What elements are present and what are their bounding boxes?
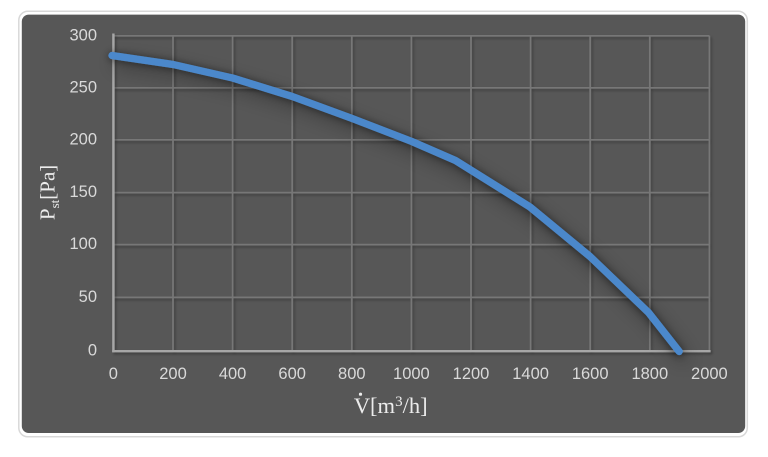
svg-text:600: 600 — [278, 365, 306, 383]
svg-text:200: 200 — [159, 365, 187, 383]
svg-text:250: 250 — [69, 78, 97, 96]
svg-text:Pst[Pa]: Pst[Pa] — [36, 165, 63, 220]
svg-text:V[m3/h]: V[m3/h] — [354, 393, 428, 418]
svg-text:1000: 1000 — [393, 365, 430, 383]
svg-text:800: 800 — [338, 365, 366, 383]
svg-text:1200: 1200 — [453, 365, 490, 383]
svg-text:100: 100 — [69, 235, 97, 253]
svg-text:200: 200 — [69, 130, 97, 148]
svg-text:400: 400 — [219, 365, 247, 383]
svg-text:1400: 1400 — [512, 365, 549, 383]
svg-text:0: 0 — [109, 365, 118, 383]
svg-text:1600: 1600 — [572, 365, 609, 383]
svg-text:0: 0 — [88, 342, 97, 360]
svg-text:1800: 1800 — [631, 365, 668, 383]
svg-text:150: 150 — [69, 183, 97, 201]
svg-text:50: 50 — [79, 288, 97, 306]
svg-text:2000: 2000 — [691, 365, 728, 383]
svg-text:300: 300 — [69, 26, 97, 44]
